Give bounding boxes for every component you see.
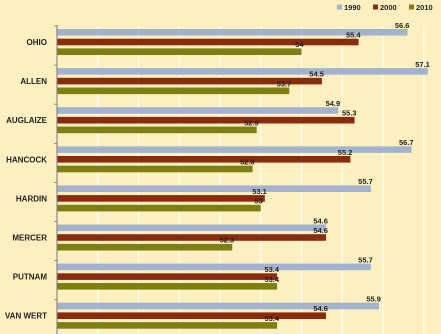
bar-2010 bbox=[57, 283, 278, 290]
data-label: 54.6 bbox=[313, 216, 328, 225]
data-label: 52.3 bbox=[220, 236, 235, 245]
bar-2000 bbox=[57, 273, 278, 280]
data-label: 53.7 bbox=[277, 79, 292, 88]
category-group: 55.7 53.153 HARDIN bbox=[16, 177, 373, 212]
data-label: 53.1 bbox=[252, 187, 267, 196]
bar-1990 bbox=[57, 29, 408, 36]
data-label: 54.9 bbox=[326, 99, 341, 108]
data-label: 56.6 bbox=[395, 21, 410, 30]
bar-2000 bbox=[57, 77, 322, 85]
bar-2010 bbox=[57, 204, 261, 212]
bar-2010 bbox=[57, 165, 253, 173]
bar-2000 bbox=[57, 312, 326, 319]
bar-2000 bbox=[57, 156, 351, 163]
legend-item: 1990 bbox=[337, 3, 361, 12]
legend-item: 2010 bbox=[409, 3, 433, 12]
category-group: 56.6 55.4 54 OHIO bbox=[27, 21, 410, 55]
category-label: MERCER bbox=[12, 234, 47, 243]
category-group: 55.7 53.453.4 PUTNAM bbox=[13, 255, 373, 290]
data-label: 55.4 bbox=[346, 31, 361, 40]
data-label: 53 bbox=[254, 197, 262, 206]
category-group: 55.9 54.6 53.4 VAN WERT bbox=[5, 295, 381, 329]
category-group: 57.1 54.5 53.7 ALLEN bbox=[20, 60, 430, 95]
legend-label: 1990 bbox=[344, 3, 361, 12]
data-label: 57.1 bbox=[415, 60, 430, 69]
data-label: 53.4 bbox=[264, 265, 279, 274]
data-label: 56.7 bbox=[399, 138, 414, 147]
data-label: 52.9 bbox=[244, 118, 259, 127]
legend-swatch bbox=[373, 4, 378, 10]
legend-item: 2000 bbox=[373, 3, 397, 12]
data-label: 55.7 bbox=[358, 177, 373, 186]
bar-2010 bbox=[57, 126, 257, 134]
legend-label: 2010 bbox=[416, 3, 433, 12]
bar-2000 bbox=[57, 116, 355, 124]
data-label: 55.2 bbox=[338, 148, 353, 157]
legend-label: 2000 bbox=[380, 3, 397, 12]
bar-2000 bbox=[57, 38, 359, 46]
bar-1990 bbox=[57, 107, 339, 114]
category-group: 56.7 55.2 52.8 HANCOCK bbox=[6, 138, 414, 173]
bar-1990 bbox=[57, 224, 326, 232]
gridlines bbox=[56, 25, 425, 334]
bar-1990 bbox=[57, 302, 379, 310]
legend-swatch bbox=[409, 4, 414, 10]
data-label: 55.9 bbox=[366, 295, 381, 304]
data-label: 54.6 bbox=[313, 226, 328, 235]
data-label: 54.5 bbox=[309, 70, 324, 79]
bar-2010 bbox=[57, 322, 278, 329]
category-label: VAN WERT bbox=[5, 312, 47, 321]
data-label: 53.4 bbox=[264, 275, 279, 284]
data-label: 53.4 bbox=[264, 314, 279, 323]
bar-2000 bbox=[57, 195, 265, 202]
category-label: AUGLAIZE bbox=[6, 116, 48, 125]
category-label: ALLEN bbox=[20, 77, 47, 86]
category-label: HANCOCK bbox=[6, 155, 47, 164]
legend-swatch bbox=[337, 4, 342, 10]
bar-1990 bbox=[57, 263, 371, 271]
data-label: 55.3 bbox=[342, 109, 357, 118]
bar-1990 bbox=[57, 68, 428, 75]
bar-2010 bbox=[57, 87, 290, 95]
category-group: 54.654.6 52.3 MERCER bbox=[12, 216, 328, 251]
bar-2010 bbox=[57, 48, 302, 55]
data-label: 54.6 bbox=[313, 304, 328, 313]
bar-1990 bbox=[57, 146, 412, 153]
data-label: 54 bbox=[295, 40, 304, 49]
category-group: 54.955.3 52.9 AUGLAIZE bbox=[6, 99, 357, 134]
bar-2010 bbox=[57, 243, 233, 251]
category-label: HARDIN bbox=[16, 194, 47, 203]
bar-1990 bbox=[57, 185, 371, 192]
bar-2000 bbox=[57, 234, 326, 241]
category-label: OHIO bbox=[27, 38, 47, 47]
category-label: PUTNAM bbox=[13, 273, 48, 282]
data-label: 52.8 bbox=[240, 158, 255, 167]
legend: 1990 2000 2010 bbox=[337, 3, 433, 12]
data-label: 55.7 bbox=[358, 255, 373, 264]
